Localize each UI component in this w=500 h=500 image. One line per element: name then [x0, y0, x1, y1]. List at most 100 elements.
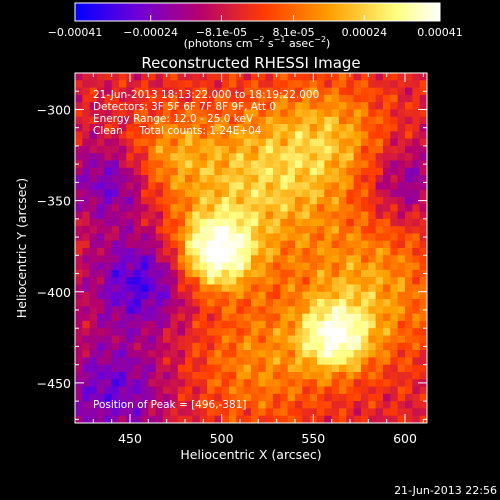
heatmap-cell [265, 277, 274, 285]
heatmap-cell [375, 138, 384, 147]
heatmap-cell [375, 408, 384, 417]
heatmap-cell [214, 116, 222, 125]
heatmap-cell [192, 364, 200, 373]
heatmap-cell [185, 196, 193, 205]
heatmap-cell [265, 153, 274, 161]
heatmap-cell [324, 350, 332, 358]
heatmap-cell [236, 218, 244, 227]
heatmap-cell [339, 196, 347, 205]
heatmap-cell [302, 116, 310, 125]
heatmap-cell [155, 262, 164, 271]
heatmap-cell [141, 145, 149, 154]
heatmap-cell [368, 167, 376, 176]
heatmap-cell [126, 371, 134, 380]
heatmap-cell [221, 313, 230, 322]
heatmap-cell [258, 313, 266, 322]
heatmap-cell [111, 262, 120, 271]
heatmap-cell [361, 328, 369, 336]
heatmap-cell [104, 189, 112, 198]
heatmap-cell [221, 240, 230, 249]
heatmap-cell [287, 204, 296, 212]
heatmap-cell [280, 364, 288, 373]
heatmap-cell [412, 80, 420, 88]
heatmap-cell [177, 364, 186, 373]
heatmap-cell [75, 299, 83, 307]
heatmap-cell [287, 73, 296, 81]
heatmap-cell [82, 80, 90, 88]
heatmap-cell [155, 182, 164, 190]
heatmap-cell [361, 233, 369, 242]
heatmap-cell [339, 124, 347, 132]
heatmap-cell [229, 211, 237, 220]
heatmap-cell [243, 182, 252, 190]
heatmap-cell [133, 342, 142, 351]
heatmap-cell [199, 145, 208, 154]
heatmap-cell [412, 160, 420, 169]
heatmap-cell [207, 379, 215, 387]
heatmap-cell [126, 393, 134, 402]
heatmap-cell [361, 145, 369, 154]
heatmap-cell [361, 335, 369, 344]
heatmap-cell [412, 393, 420, 402]
heatmap-cell [177, 320, 186, 329]
y-axis-label: Heliocentric Y (arcsec) [14, 178, 29, 318]
heatmap-cell [339, 262, 347, 271]
heatmap-cell [97, 284, 105, 293]
heatmap-cell [126, 87, 134, 96]
heatmap-cell [280, 73, 288, 81]
heatmap-cell [75, 255, 83, 263]
heatmap-cell [295, 240, 303, 249]
heatmap-cell [97, 335, 105, 344]
heatmap-cell [141, 196, 149, 205]
heatmap-cell [412, 255, 420, 263]
heatmap-cell [155, 160, 164, 169]
heatmap-cell [295, 145, 303, 154]
heatmap-cell [280, 335, 288, 344]
heatmap-cell [412, 379, 420, 387]
heatmap-cell [185, 145, 193, 154]
heatmap-cell [221, 299, 230, 307]
heatmap-cell [309, 167, 318, 176]
heatmap-cell [405, 350, 413, 358]
heatmap-cell [111, 145, 120, 154]
heatmap-cell [75, 371, 83, 380]
heatmap-cell [97, 415, 105, 423]
heatmap-cell [221, 277, 230, 285]
heatmap-cell [104, 182, 112, 190]
heatmap-cell [258, 204, 266, 212]
heatmap-cell [243, 277, 252, 285]
heatmap-cell [214, 320, 222, 329]
heatmap-cell [111, 357, 120, 365]
heatmap-cell [258, 240, 266, 249]
heatmap-cell [331, 87, 340, 96]
heatmap-cell [119, 313, 127, 322]
heatmap-cell [214, 255, 222, 263]
heatmap-cell [214, 350, 222, 358]
heatmap-cell [82, 182, 90, 190]
heatmap-cell [214, 299, 222, 307]
heatmap-cell [419, 248, 427, 256]
heatmap-cell [163, 226, 171, 234]
heatmap-cell [97, 73, 105, 81]
heatmap-cell [368, 364, 376, 373]
heatmap-cell [170, 175, 178, 183]
heatmap-cell [273, 102, 281, 110]
heatmap-cell [339, 335, 347, 344]
heatmap-cell [397, 102, 406, 110]
heatmap-cell [192, 138, 200, 147]
heatmap-cell [295, 277, 303, 285]
heatmap-cell [375, 167, 384, 176]
heatmap-cell [243, 189, 252, 198]
heatmap-cell [229, 350, 237, 358]
heatmap-cell [309, 109, 318, 118]
heatmap-cell [148, 248, 156, 256]
heatmap-cell [155, 94, 164, 103]
heatmap-cell [383, 328, 391, 336]
heatmap-cell [331, 269, 340, 278]
heatmap-cell [339, 386, 347, 395]
heatmap-cell [265, 73, 274, 81]
heatmap-cell [148, 211, 156, 220]
heatmap-cell [243, 211, 252, 220]
heatmap-cell [229, 87, 237, 96]
heatmap-cell [412, 167, 420, 176]
